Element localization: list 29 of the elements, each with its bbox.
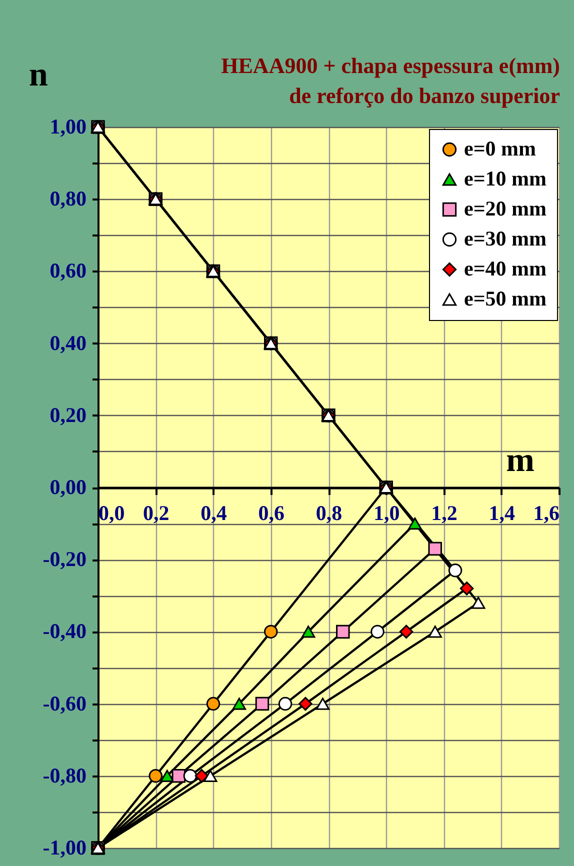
x-tick-label: 0,8 bbox=[316, 501, 342, 525]
x-tick-label: 0,4 bbox=[200, 501, 228, 525]
legend-label: e=0 mm bbox=[464, 136, 537, 160]
x-tick-label: 1,0 bbox=[374, 501, 400, 525]
x-tick-label: 1,4 bbox=[488, 501, 516, 525]
y-tick-label: 0,80 bbox=[50, 186, 86, 211]
x-tick-label: 1,2 bbox=[431, 501, 458, 525]
x-tick-label: 0,0 bbox=[98, 501, 125, 525]
legend-label: e=10 mm bbox=[464, 166, 548, 190]
y-tick-label: 0,60 bbox=[50, 258, 86, 283]
x-tick-label: 0,2 bbox=[143, 501, 170, 525]
x-tick-label: 0,6 bbox=[258, 501, 284, 525]
y-tick-label: -0,40 bbox=[42, 619, 86, 644]
x-tick-label: 1,6 bbox=[533, 501, 560, 525]
legend-label: e=20 mm bbox=[464, 196, 548, 220]
y-tick-label: -0,60 bbox=[42, 691, 86, 716]
legend-label: e=50 mm bbox=[464, 286, 548, 310]
legend-label: e=30 mm bbox=[464, 226, 548, 250]
y-tick-label: 0,00 bbox=[50, 475, 86, 499]
y-tick-label: -0,20 bbox=[42, 547, 86, 572]
y-tick-label: -1,00 bbox=[42, 836, 86, 860]
y-tick-label: 1,00 bbox=[50, 114, 86, 138]
y-tick-label: -0,80 bbox=[42, 763, 86, 788]
y-tick-label: 0,20 bbox=[50, 402, 86, 427]
y-tick-label: 0,40 bbox=[50, 330, 86, 355]
chart-title: HEAA900 + chapa espessura e(mm) de reforço do banzo superior bbox=[221, 53, 560, 108]
legend-label: e=40 mm bbox=[464, 256, 548, 280]
x-axis-title: m bbox=[506, 442, 534, 479]
y-axis-title: n bbox=[29, 56, 48, 94]
